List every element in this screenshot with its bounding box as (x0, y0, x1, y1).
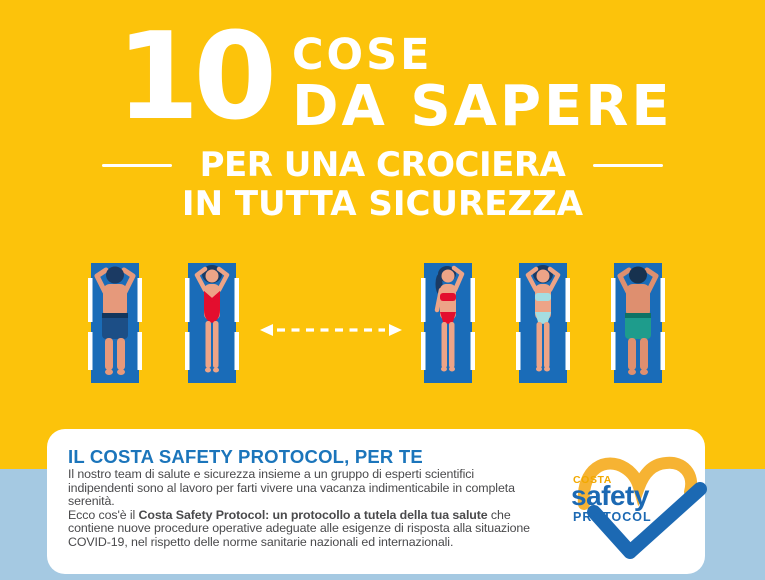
hero-banner: 10 COSE DA SAPERE PER UNA CROCIERA IN TU… (0, 0, 765, 260)
headline-number: 10 (116, 8, 277, 147)
headline-title-line2: DA SAPERE (292, 74, 673, 139)
left-dash-rule (101, 163, 172, 167)
body-line-1: Il nostro team di salute e sicurezza ins… (68, 467, 475, 481)
sunbed-man-teal-icon (611, 263, 665, 383)
sunbed-woman-red-bikini-icon (421, 263, 475, 383)
body-line-3: serenità. (68, 494, 115, 509)
body-line-2: indipendenti sono al lavoro per farti vi… (68, 480, 515, 495)
sunbed-man-navy-icon (88, 263, 142, 383)
right-dash-rule (593, 163, 664, 167)
headline-subtitle: PER UNA CROCIERA IN TUTTA SICUREZZA (0, 148, 765, 221)
card-heading: IL COSTA SAFETY PROTOCOL, PER TE (68, 446, 423, 467)
protocol-card: IL COSTA SAFETY PROTOCOL, PER TE Il nost… (47, 429, 705, 574)
heart-check-icon (577, 456, 707, 559)
social-distancing-illustration (88, 263, 665, 383)
body-line-6: COVID-19, nel rispetto delle norme sanit… (68, 534, 454, 549)
body-line-5: contiene nuove procedure operative adegu… (68, 521, 530, 536)
distance-arrow-icon (260, 324, 402, 336)
yellow-background (0, 0, 765, 469)
logo-sub-text: PROTOCOL (573, 510, 652, 524)
subtitle-line1: PER UNA CROCIERA (199, 145, 566, 185)
subtitle-line2: IN TUTTA SICUREZZA (181, 184, 584, 224)
card-body: Il nostro team di salute e sicurezza ins… (68, 467, 530, 550)
body-line-4: Ecco cos'è il Costa Safety Protocol: un … (68, 507, 511, 522)
costa-safety-protocol-logo: COSTA safety PROTOCOL (570, 446, 708, 566)
headline-title-line1: COSE (292, 30, 433, 80)
logo-name-text: safety (571, 480, 649, 511)
sunbed-woman-red-swimsuit-icon (185, 263, 239, 383)
sunbed-woman-teal-bikini-icon (516, 263, 570, 383)
logo-brand-text: COSTA (573, 474, 612, 486)
